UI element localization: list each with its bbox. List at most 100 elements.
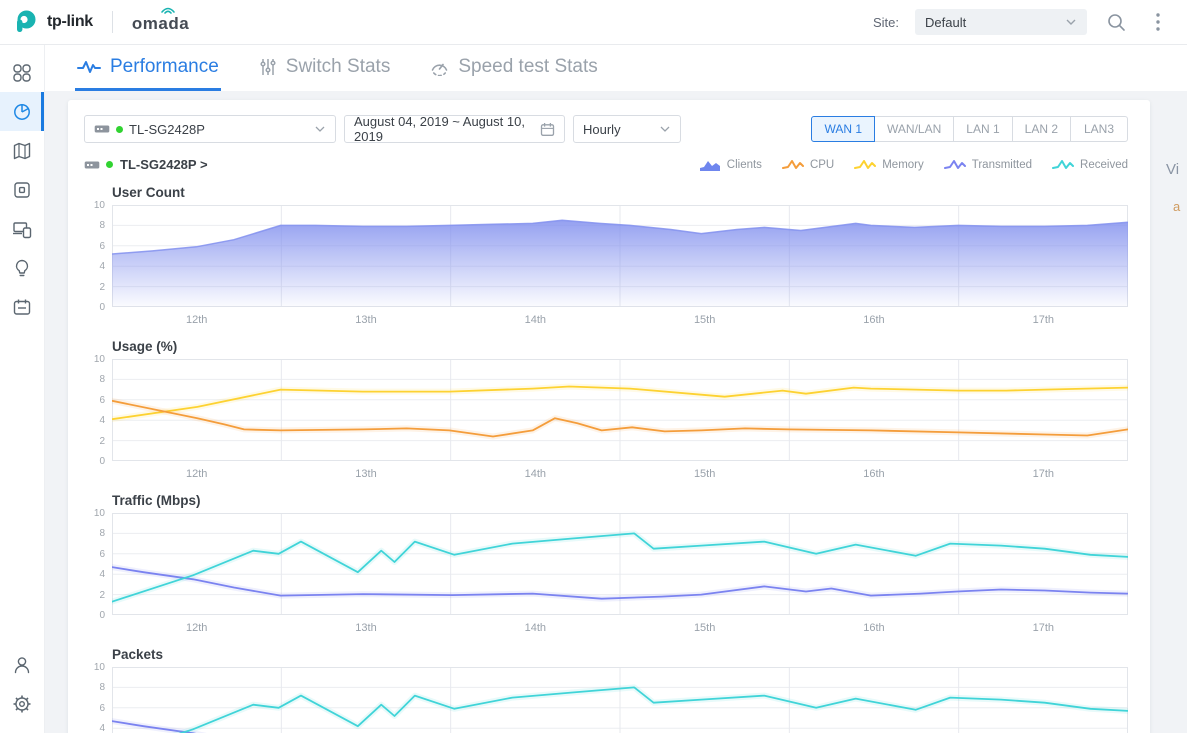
log-calendar-icon (13, 299, 31, 315)
chevron-down-icon (659, 125, 671, 133)
x-axis-labels: 12th 13th 14th 15th 16th 17th (112, 461, 1128, 480)
x-axis-labels: 12th 13th 14th 15th 16th 17th (112, 307, 1128, 326)
sidebar-item-insight[interactable] (0, 248, 44, 287)
y-tick-label: 0 (99, 302, 105, 313)
tab-bar: Performance Switch Stats (45, 45, 1187, 91)
x-tick-label: 17th (1032, 314, 1055, 326)
sidebar-item-statistics[interactable] (0, 92, 44, 131)
y-tick-label: 8 (99, 528, 105, 540)
sidebar-item-settings[interactable] (0, 684, 44, 723)
x-tick-label: 15th (693, 468, 716, 480)
pie-chart-icon (14, 103, 30, 120)
lightbulb-icon (15, 259, 29, 276)
y-tick-label: 10 (93, 354, 105, 365)
legend-item-received[interactable]: Received (1052, 159, 1128, 171)
x-tick-label: 14th (524, 468, 547, 480)
y-tick-label: 6 (99, 394, 105, 406)
x-tick-label: 17th (1032, 622, 1055, 634)
chart-usage: Usage (%) 0 2 4 6 8 10 12th 13th 14th 15th 16th 17… (68, 326, 1150, 480)
active-indicator-bar (41, 92, 44, 131)
device-select[interactable]: TL-SG2428P (84, 115, 336, 143)
interval-select[interactable]: Hourly (573, 115, 681, 143)
dashboard-icon (13, 63, 31, 82)
site-select[interactable]: Default (915, 9, 1087, 35)
y-tick-label: 4 (99, 415, 105, 427)
x-axis-labels: 12th 13th 14th 15th 16th 17th (112, 615, 1128, 634)
content-area: TL-SG2428P August 04, 2019 ~ August 10, … (45, 91, 1187, 733)
area-series-icon (699, 160, 720, 171)
device-name-link[interactable]: TL-SG2428P > (120, 157, 208, 172)
x-tick-label: 12th (185, 314, 208, 326)
packets-plot[interactable] (112, 667, 1128, 733)
legend-item-memory[interactable]: Memory (854, 159, 924, 171)
brand-divider (111, 11, 113, 33)
tab-speedtest-stats[interactable]: Speed test Stats (428, 45, 599, 91)
sidebar-item-map[interactable] (0, 131, 44, 170)
port-button-wan1[interactable]: WAN 1 (811, 116, 876, 142)
x-tick-label: 12th (185, 622, 208, 634)
sidebar-item-log[interactable] (0, 287, 44, 326)
x-tick-label: 12th (185, 468, 208, 480)
brand-name: tp-link (47, 13, 93, 30)
top-header: tp-link omada Site: Default (0, 0, 1187, 45)
port-button-group: WAN 1 WAN/LAN LAN 1 LAN 2 LAN3 (811, 116, 1128, 142)
usage-plot[interactable] (112, 359, 1128, 461)
traffic-plot[interactable] (112, 513, 1128, 615)
sidebar-item-clients[interactable] (0, 209, 44, 248)
chart-title: User Count (112, 185, 185, 200)
edge-text-fragment: a (1173, 199, 1181, 214)
y-tick-label: 6 (99, 702, 105, 714)
y-tick-label: 4 (99, 723, 105, 733)
y-tick-label: 8 (99, 682, 105, 694)
tab-switch-stats[interactable]: Switch Stats (257, 45, 393, 91)
site-label: Site: (872, 14, 899, 30)
x-tick-label: 17th (1032, 468, 1055, 480)
sidebar-item-dashboard[interactable] (0, 53, 44, 92)
switch-device-icon (94, 124, 110, 134)
user-count-plot[interactable] (112, 205, 1128, 307)
legend-item-transmitted[interactable]: Transmitted (943, 159, 1032, 171)
y-tick-label: 2 (99, 589, 105, 601)
search-button[interactable] (1103, 9, 1129, 35)
port-button-wanlan[interactable]: WAN/LAN (874, 116, 955, 142)
line-series-icon (854, 159, 877, 169)
tab-performance[interactable]: Performance (75, 45, 221, 91)
chart-legend: Clients CPU Memory (699, 159, 1128, 171)
sidebar-bottom-group (0, 645, 44, 733)
legend-item-clients[interactable]: Clients (699, 159, 762, 171)
calendar-icon (540, 122, 555, 137)
chart-traffic: Traffic (Mbps) 0 2 4 6 8 10 12th 13th 14th 15th 1… (68, 480, 1150, 634)
stats-card: TL-SG2428P August 04, 2019 ~ August 10, … (68, 100, 1150, 733)
chevron-down-icon (1065, 18, 1077, 26)
clients-icon (13, 221, 32, 238)
chart-title: Usage (%) (112, 339, 178, 354)
device-header-row: TL-SG2428P > Clients CPU (68, 143, 1150, 172)
y-tick-label: 2 (99, 435, 105, 447)
sidebar-item-account[interactable] (0, 645, 44, 684)
port-button-lan3[interactable]: LAN3 (1070, 116, 1128, 142)
more-menu-button[interactable] (1145, 9, 1171, 35)
port-button-lan2[interactable]: LAN 2 (1011, 116, 1071, 142)
y-tick-label: 10 (93, 508, 105, 519)
line-series-icon (943, 159, 966, 169)
port-button-lan1[interactable]: LAN 1 (953, 116, 1013, 142)
x-tick-label: 16th (863, 622, 885, 634)
date-range-picker[interactable]: August 04, 2019 ~ August 10, 2019 (344, 114, 565, 144)
sidebar-item-devices[interactable] (0, 170, 44, 209)
x-tick-label: 15th (693, 622, 716, 634)
chart-title: Traffic (Mbps) (112, 493, 201, 508)
edge-text-fragment: Vi (1166, 161, 1180, 178)
sliders-icon (259, 58, 277, 76)
y-tick-label: 8 (99, 220, 105, 232)
y-tick-label: 6 (99, 240, 105, 252)
y-tick-label: 6 (99, 548, 105, 560)
y-tick-label: 10 (93, 200, 105, 211)
access-point-icon (14, 181, 30, 198)
status-dot (116, 125, 123, 133)
legend-item-cpu[interactable]: CPU (781, 159, 834, 171)
status-dot (106, 161, 113, 168)
chart-user-count: User Count 0 2 4 6 8 10 12th 13th 14th 15th 16th 1… (68, 172, 1150, 326)
main-area: Performance Switch Stats (45, 45, 1187, 733)
